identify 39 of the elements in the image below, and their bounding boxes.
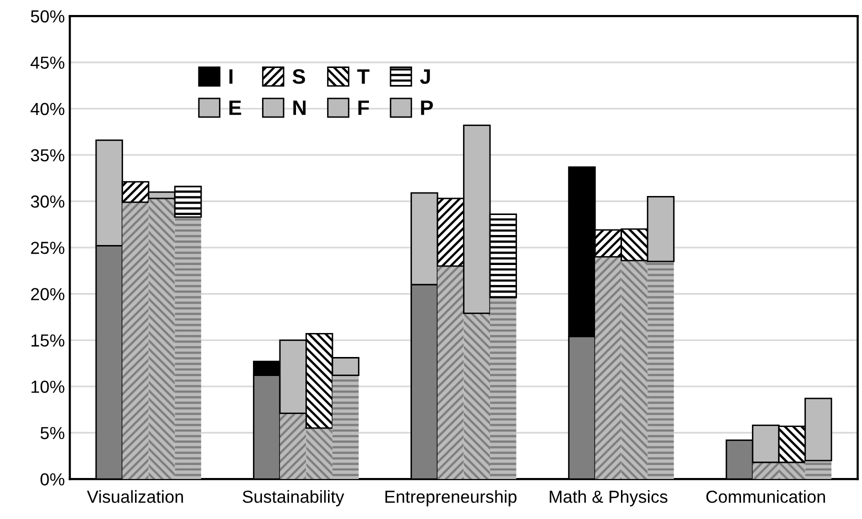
x-tick-label: Communication [706, 490, 825, 503]
y-tick-label: 0% [40, 473, 64, 486]
bar [805, 460, 832, 480]
legend-label: S [292, 69, 306, 84]
bar [778, 462, 806, 480]
x-tick-label: Math & Physics [550, 490, 668, 506]
legend-label: J [420, 69, 430, 84]
y-tick-label: 25% [31, 242, 64, 254]
y-tick-label: 10% [32, 380, 64, 393]
y-tick-label: 50% [30, 10, 64, 23]
bar [595, 256, 622, 480]
bar [621, 260, 648, 480]
bar [280, 413, 306, 480]
bar [752, 462, 779, 480]
y-tick-label: 35% [30, 149, 64, 162]
y-tick-label: 30% [30, 195, 64, 208]
bar [122, 202, 149, 480]
legend-label: T [357, 69, 370, 84]
y-tick-label: 20% [31, 288, 64, 300]
legend-label: F [358, 100, 369, 115]
y-tick-label: 45% [30, 56, 64, 69]
bar [437, 266, 464, 480]
bar [464, 313, 490, 480]
bar [332, 375, 359, 480]
legend-label: E [229, 100, 242, 115]
legend-label: I [229, 69, 232, 84]
y-tick-label: 40% [30, 102, 64, 116]
bar [174, 217, 202, 480]
y-tick-label: 15% [32, 334, 64, 347]
x-tick-label: Entrepreneurship [385, 490, 516, 506]
legend-label: N [293, 100, 306, 115]
legend-label: P [421, 100, 433, 115]
bar [648, 261, 674, 480]
bar [306, 428, 332, 480]
x-tick-label: Sustainability [242, 490, 344, 506]
bar [148, 198, 175, 480]
x-tick-label: Visualization [86, 490, 183, 503]
bar [490, 298, 516, 480]
y-tick-label: 5% [40, 426, 64, 440]
